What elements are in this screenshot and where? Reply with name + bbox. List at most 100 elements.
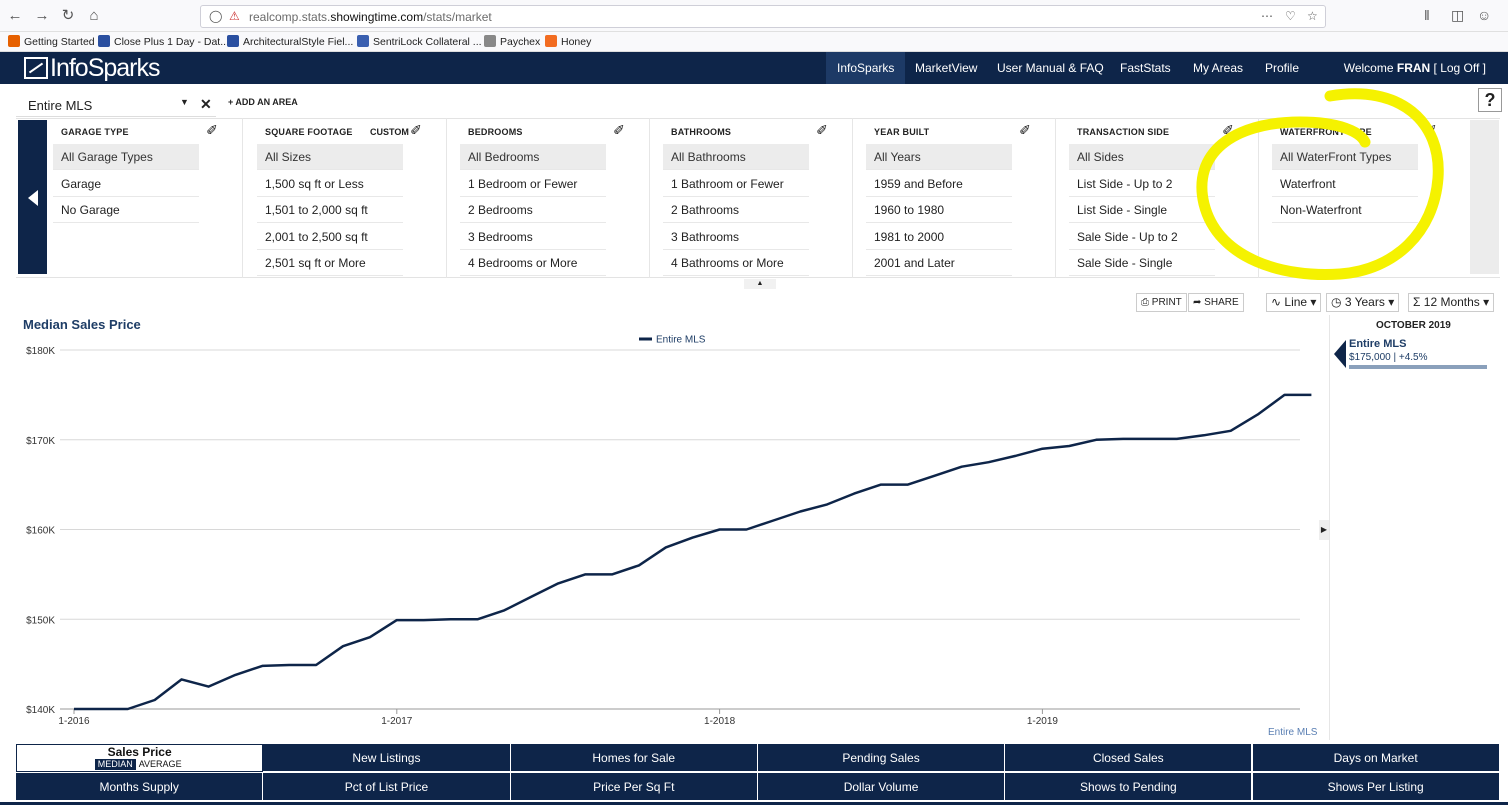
add-area-button[interactable]: + ADD AN AREA — [228, 97, 298, 107]
chart-source-label[interactable]: Entire MLS — [1268, 727, 1318, 738]
filter-option[interactable]: All Bedrooms — [460, 144, 606, 170]
bookmark-item[interactable]: Honey — [545, 35, 591, 48]
filter-option[interactable]: 4 Bedrooms or More — [460, 250, 606, 276]
filter-option[interactable]: 2,001 to 2,500 sq ft — [257, 224, 403, 250]
metric-tab[interactable]: Homes for Sale — [510, 744, 758, 772]
metric-tab[interactable]: New Listings — [263, 744, 511, 772]
back-icon[interactable]: ← — [7, 7, 23, 24]
median-sales-price-chart[interactable]: $140K $150K $160K $170K $180K 1-2016 1-2017 1-2… — [0, 330, 1320, 730]
bookmark-item[interactable]: Paychex — [484, 35, 540, 48]
metric-tab-sales-price[interactable]: Sales Price MEDIAN AVERAGE — [16, 744, 264, 772]
filter-option[interactable]: 1959 and Before — [866, 171, 1012, 197]
filter-option[interactable]: 2 Bathrooms — [663, 197, 809, 223]
forward-icon[interactable]: → — [34, 7, 50, 24]
library-icon[interactable]: ‖ — [1424, 7, 1430, 23]
filter-option[interactable]: 2 Bedrooms — [460, 197, 606, 223]
filter-option[interactable]: All Sides — [1069, 144, 1215, 170]
bookmark-item[interactable]: ArchitecturalStyle Fiel... — [227, 35, 353, 48]
bookmark-star-icon[interactable]: ☆ — [1307, 9, 1318, 23]
nav-faststats[interactable]: FastStats — [1120, 61, 1171, 75]
filter-option[interactable]: All WaterFront Types — [1272, 144, 1418, 170]
help-button[interactable]: ? — [1478, 88, 1502, 112]
edit-filter-icon[interactable]: ✐ — [613, 122, 625, 138]
sidebar-icon[interactable]: ◫ — [1451, 7, 1465, 23]
filter-option[interactable]: 2001 and Later — [866, 250, 1012, 276]
print-button[interactable]: ⎙ PRINT — [1136, 293, 1187, 312]
filter-option[interactable]: Garage — [53, 171, 199, 197]
page-actions-icon[interactable]: ⋯ — [1261, 9, 1273, 23]
edit-filter-icon[interactable]: ✐ — [206, 122, 218, 138]
edit-filter-icon[interactable]: ✐ — [816, 122, 828, 138]
series-line[interactable] — [74, 393, 1312, 711]
filter-option[interactable]: 3 Bathrooms — [663, 224, 809, 250]
metric-tab[interactable]: Shows Per Listing — [1252, 773, 1500, 801]
average-toggle[interactable]: AVERAGE — [138, 759, 182, 769]
nav-user-manual[interactable]: User Manual & FAQ — [997, 61, 1104, 75]
period-select[interactable]: ◷ 3 Years ▾ — [1326, 293, 1400, 312]
filter-option[interactable]: 2,501 sq ft or More — [257, 250, 403, 276]
filter-option[interactable]: List Side - Single — [1069, 197, 1215, 223]
filter-title: YEAR BUILT — [874, 127, 930, 137]
filter-scroll-area[interactable] — [1470, 120, 1499, 274]
bookmark-item[interactable]: SentriLock Collateral ... — [357, 35, 482, 48]
metric-tab[interactable]: Pct of List Price — [263, 773, 511, 801]
filter-option[interactable]: All Sizes — [257, 144, 403, 170]
metric-tab[interactable]: Dollar Volume — [757, 773, 1006, 801]
custom-range-link[interactable]: CUSTOM — [370, 127, 409, 137]
filter-option[interactable]: No Garage — [53, 197, 199, 223]
home-icon[interactable]: ⌂ — [89, 7, 99, 24]
filter-option[interactable]: List Side - Up to 2 — [1069, 171, 1215, 197]
account-icon[interactable]: ☺ — [1477, 7, 1492, 23]
filter-option[interactable]: All Garage Types — [53, 144, 199, 170]
filter-option[interactable]: Sale Side - Single — [1069, 250, 1215, 276]
metric-tab[interactable]: Days on Market — [1252, 744, 1500, 772]
filter-option[interactable]: 1981 to 2000 — [866, 224, 1012, 250]
filter-option[interactable]: All Years — [866, 144, 1012, 170]
filter-option[interactable]: 1 Bathroom or Fewer — [663, 171, 809, 197]
filter-option[interactable]: Sale Side - Up to 2 — [1069, 224, 1215, 250]
nav-infosparks[interactable]: InfoSparks — [826, 52, 906, 84]
filter-option[interactable]: 4 Bathrooms or More — [663, 250, 809, 276]
chevron-down-icon[interactable]: ▼ — [180, 97, 189, 107]
bookmark-item[interactable]: Getting Started — [8, 35, 95, 48]
filter-option[interactable]: 1960 to 1980 — [866, 197, 1012, 223]
filter-option[interactable]: Non-Waterfront — [1272, 197, 1418, 223]
area-select[interactable]: Entire MLS ▼ ✕ — [16, 89, 216, 117]
chart-type-select[interactable]: ∿ Line ▾ — [1266, 293, 1322, 312]
metric-tab[interactable]: Price Per Sq Ft — [510, 773, 758, 801]
filter-option[interactable]: 3 Bedrooms — [460, 224, 606, 250]
metric-tab[interactable]: Closed Sales — [1005, 744, 1253, 772]
rollup-select[interactable]: Σ 12 Months ▾ — [1408, 293, 1495, 312]
logoff-link[interactable]: [ Log Off ] — [1430, 61, 1486, 75]
url-text[interactable]: realcomp.stats.showingtime.com/stats/mar… — [249, 10, 492, 24]
edit-filter-icon[interactable]: ✐ — [1222, 122, 1234, 138]
filter-option[interactable]: 1,501 to 2,000 sq ft — [257, 197, 403, 223]
median-toggle[interactable]: MEDIAN — [94, 759, 136, 770]
metric-tab[interactable]: Shows to Pending — [1005, 773, 1253, 801]
bottom-strip — [0, 802, 1508, 805]
filter-option[interactable]: 1,500 sq ft or Less — [257, 171, 403, 197]
nav-profile[interactable]: Profile — [1265, 61, 1300, 75]
filter-option[interactable]: 1 Bedroom or Fewer — [460, 171, 606, 197]
edit-filter-icon[interactable]: ✐ — [1019, 122, 1031, 138]
close-icon[interactable]: ✕ — [200, 96, 212, 112]
pocket-icon[interactable]: ♡ — [1285, 9, 1296, 23]
filter-prev-button[interactable] — [18, 120, 47, 274]
bookmark-item[interactable]: Close Plus 1 Day - Dat... — [98, 35, 229, 48]
share-button[interactable]: ➦ SHARE — [1188, 293, 1244, 312]
filter-option[interactable]: All Bathrooms — [663, 144, 809, 170]
reload-icon[interactable]: ↻ — [61, 7, 75, 24]
edit-filter-icon[interactable]: ✐ — [410, 122, 422, 138]
legend-label[interactable]: Entire MLS — [656, 335, 706, 346]
shield-icon[interactable]: ◯ — [209, 9, 223, 23]
collapse-filters-button[interactable]: ▲ — [744, 279, 776, 289]
infosparks-logo[interactable]: InfoSparks — [24, 54, 161, 83]
filter-option[interactable]: Waterfront — [1272, 171, 1418, 197]
side-panel-toggle[interactable]: ▶ — [1319, 520, 1329, 540]
metric-tab[interactable]: Months Supply — [16, 773, 264, 801]
address-bar[interactable]: ◯ ⚠ realcomp.stats.showingtime.com/stats… — [200, 5, 1326, 28]
metric-tab[interactable]: Pending Sales — [757, 744, 1006, 772]
nav-marketview[interactable]: MarketView — [915, 61, 978, 75]
insecure-lock-icon[interactable]: ⚠ — [229, 9, 240, 23]
nav-my-areas[interactable]: My Areas — [1193, 61, 1244, 75]
